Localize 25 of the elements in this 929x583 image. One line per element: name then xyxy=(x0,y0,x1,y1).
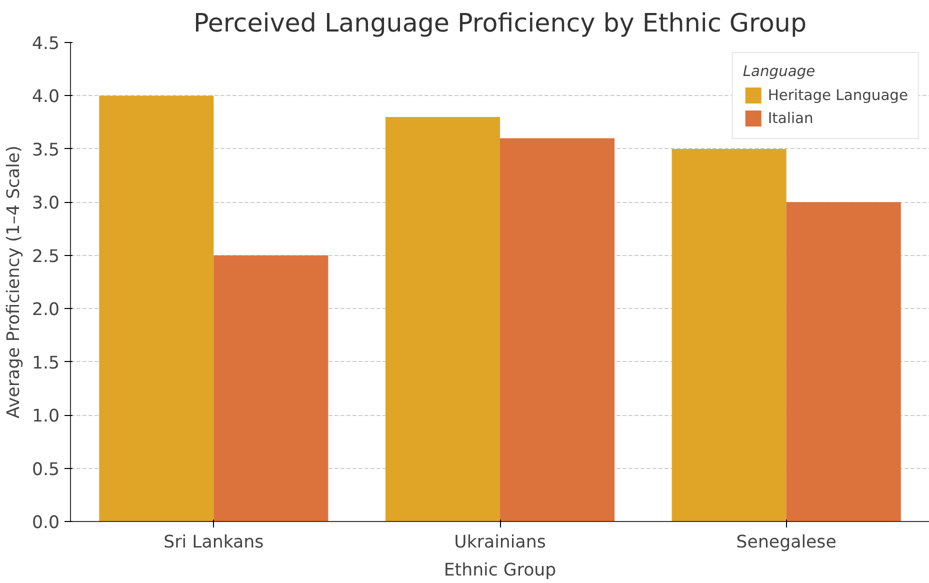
bar xyxy=(786,202,901,522)
y-tick-label: 3.0 xyxy=(32,194,60,214)
y-tick-label: 4.0 xyxy=(32,87,60,108)
x-tick-label: Ukrainians xyxy=(454,532,546,552)
y-tick-label: 1.0 xyxy=(32,406,60,427)
legend-label: Heritage Language xyxy=(768,86,908,104)
bar xyxy=(99,96,214,522)
x-tick-label: Sri Lankans xyxy=(164,532,264,552)
chart-title: Perceived Language Proficiency by Ethnic Group xyxy=(193,8,807,38)
bar xyxy=(385,117,500,522)
x-tick-label: Senegalese xyxy=(736,532,836,552)
bar xyxy=(500,138,615,522)
y-tick-label: 3.5 xyxy=(32,140,60,160)
y-tick-label: 4.5 xyxy=(32,34,60,54)
y-tick-label: 0.0 xyxy=(32,513,60,533)
bar xyxy=(672,148,786,522)
bar xyxy=(214,255,328,522)
y-tick-label: 1.5 xyxy=(32,353,60,374)
y-tick-label: 2.0 xyxy=(32,300,60,320)
legend-label: Italian xyxy=(768,110,814,126)
legend-title: Language xyxy=(742,63,816,80)
y-axis-title: Average Proficiency (1–4 Scale) xyxy=(4,146,24,418)
y-tick-label: 2.5 xyxy=(32,246,60,267)
x-axis-title: Ethnic Group xyxy=(444,560,556,580)
y-tick-label: 0.5 xyxy=(32,460,60,480)
